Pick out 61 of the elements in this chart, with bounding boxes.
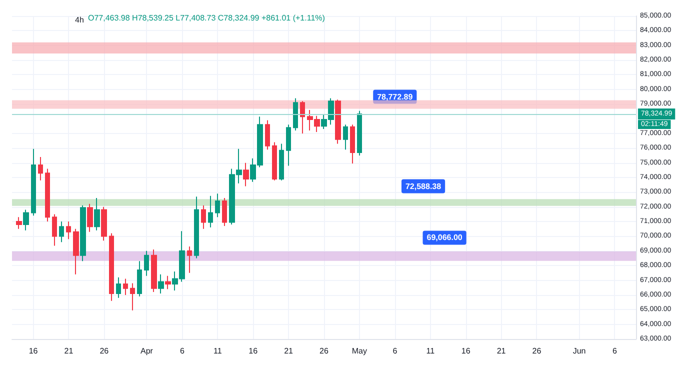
x-tick-label: 11 bbox=[213, 346, 222, 356]
annotation: O77,463.98 H78,539.25 L77,408.73 C78,324.99 +861.01 (+1.11%) bbox=[88, 14, 326, 22]
candlestick bbox=[23, 209, 29, 231]
x-tick-label: 21 bbox=[284, 346, 294, 356]
annotation: 69,066.00 bbox=[426, 233, 463, 242]
x-tick-label: 16 bbox=[248, 346, 258, 356]
candlestick bbox=[350, 124, 355, 164]
candlestick bbox=[208, 195, 213, 228]
candlestick bbox=[300, 100, 305, 134]
candlestick bbox=[45, 168, 50, 222]
candlestick bbox=[38, 156, 43, 181]
candlestick bbox=[31, 148, 36, 216]
candlestick bbox=[94, 198, 100, 231]
x-tick-label: 21 bbox=[64, 346, 74, 356]
candlestick bbox=[286, 124, 291, 166]
x-tick-label: 16 bbox=[28, 346, 38, 356]
x-tick-label: 6 bbox=[180, 346, 185, 356]
candlestick bbox=[335, 99, 341, 144]
x-tick-label: 26 bbox=[532, 346, 542, 356]
candlestick bbox=[52, 214, 57, 246]
candlestick bbox=[116, 276, 121, 298]
candlestick bbox=[151, 248, 157, 293]
candlestick bbox=[265, 120, 270, 150]
candlestick bbox=[158, 274, 164, 294]
candlestick bbox=[87, 203, 93, 232]
annotation: 72,588.38 bbox=[405, 182, 442, 191]
candlestick bbox=[187, 246, 192, 274]
candlestick bbox=[123, 278, 128, 296]
x-tick-label: Jun bbox=[572, 346, 586, 356]
candlestick bbox=[215, 193, 220, 218]
candlestick bbox=[80, 204, 86, 262]
candlestick bbox=[66, 221, 71, 240]
x-tick-label: May bbox=[352, 346, 368, 356]
x-tick-label: 6 bbox=[612, 346, 618, 356]
x-tick-label: 26 bbox=[100, 346, 110, 356]
x-tick-label: 11 bbox=[426, 346, 436, 356]
candlestick bbox=[357, 110, 362, 156]
candlestick bbox=[101, 206, 107, 242]
candlestick bbox=[144, 250, 149, 276]
candlestick bbox=[194, 196, 199, 259]
candlestick bbox=[293, 98, 298, 132]
x-tick-label: Apr bbox=[140, 346, 154, 356]
x-tick-label: 6 bbox=[392, 346, 398, 356]
candlestick bbox=[222, 198, 227, 226]
chart-title: 4h bbox=[75, 16, 84, 24]
candlestick bbox=[343, 124, 348, 150]
candlestick bbox=[272, 142, 277, 181]
candlestick bbox=[279, 143, 284, 181]
x-tick-label: 16 bbox=[461, 346, 471, 356]
candlestick bbox=[73, 228, 79, 275]
annotation: 78,772.89 bbox=[377, 92, 414, 102]
x-tick-label: 21 bbox=[496, 346, 506, 356]
candlestick bbox=[109, 232, 114, 302]
candlestick bbox=[16, 216, 22, 230]
candlestick bbox=[59, 221, 64, 243]
x-tick-label: 26 bbox=[320, 346, 329, 356]
candlestick bbox=[130, 282, 135, 311]
candlestick bbox=[137, 260, 142, 297]
candlestick bbox=[165, 275, 171, 290]
candlestick bbox=[201, 204, 206, 230]
candlestick bbox=[243, 162, 249, 187]
